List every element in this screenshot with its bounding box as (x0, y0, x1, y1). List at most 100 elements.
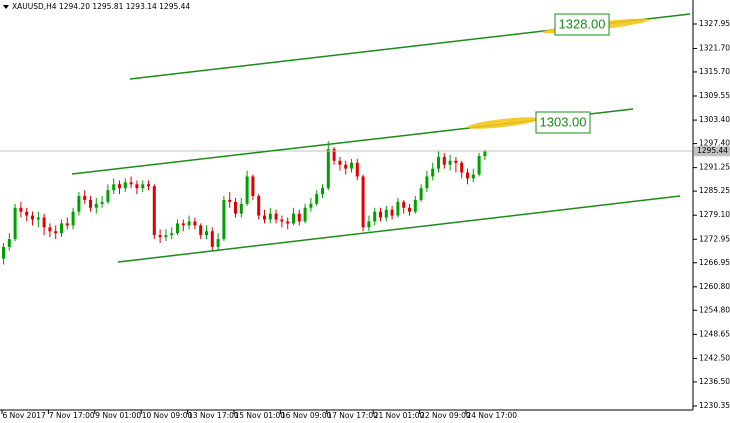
candle-body (326, 149, 330, 189)
channel-line (117, 195, 681, 263)
price-tag (694, 146, 730, 157)
candle-body (361, 176, 365, 228)
x-tick-label: 15 Nov 01:00 (235, 411, 286, 420)
candle-body (338, 160, 342, 165)
candle-body (408, 207, 411, 212)
x-tick-label: 16 Nov 09:00 (281, 411, 332, 420)
candle-body (303, 207, 307, 222)
candle-body (100, 201, 104, 204)
candle-body (205, 231, 208, 236)
x-tick-label: 13 Nov 17:00 (188, 411, 239, 420)
candle-body (135, 184, 139, 189)
candle-body (31, 215, 34, 220)
candle-body (7, 239, 11, 247)
candle-body (396, 201, 400, 216)
candle-body (181, 223, 185, 226)
candle-body (466, 172, 469, 179)
candle-body (390, 209, 394, 216)
y-tick-label: 1321.70 (699, 43, 730, 52)
y-tick-label: 1236.50 (699, 377, 730, 386)
candle-body (106, 190, 110, 202)
candle-body (355, 162, 359, 177)
candle-body (268, 213, 272, 220)
candle-body (147, 184, 150, 187)
candle-body (344, 164, 348, 169)
candle-body (257, 196, 261, 216)
candle-body (297, 213, 301, 222)
candle-body (384, 209, 388, 218)
candle-body (25, 211, 29, 216)
candle-body (176, 223, 179, 234)
menu-arrow[interactable] (3, 5, 9, 9)
candle-body (286, 221, 290, 224)
y-tick-label: 1272.95 (699, 234, 730, 243)
y-tick-label: 1315.70 (699, 67, 730, 76)
candle-body (251, 176, 255, 197)
plot-area (2, 141, 487, 265)
candle-body (419, 188, 423, 200)
y-tick-label: 1297.40 (699, 139, 730, 148)
candle-body (123, 182, 127, 189)
y-tick-label: 1309.55 (699, 91, 730, 100)
target-label: 1328.00 (559, 16, 606, 31)
candle-body (83, 196, 87, 200)
y-tick-label: 1254.80 (699, 305, 730, 314)
candle-body (152, 186, 156, 236)
y-tick-label: 1230.35 (699, 401, 730, 410)
y-tick-label: 1266.95 (699, 258, 730, 267)
y-tick-label: 1303.40 (699, 115, 730, 124)
candle-body (315, 194, 319, 204)
candle-body (425, 176, 429, 189)
candle-body (413, 199, 417, 212)
candle-body (477, 156, 481, 175)
candle-body (42, 217, 46, 228)
candle-body (187, 221, 191, 226)
candle-body (274, 213, 278, 220)
candle-body (437, 156, 440, 169)
y-tick-label: 1291.25 (699, 163, 730, 172)
price-tag-label: 1295.44 (697, 146, 728, 155)
candle-body (483, 151, 487, 157)
candle-body (13, 207, 17, 240)
candle-body (448, 160, 452, 165)
candle-body (77, 196, 81, 212)
candle-body (216, 239, 220, 247)
y-tick-label: 1285.25 (699, 186, 730, 195)
candle-body (454, 160, 458, 163)
candle-body (228, 199, 232, 202)
candle-body (442, 156, 446, 165)
candle-body (193, 221, 197, 226)
candle-body (65, 223, 69, 226)
candle-body (210, 231, 214, 247)
candle-body (2, 246, 5, 259)
candle-body (292, 213, 295, 224)
candle-body (431, 168, 435, 177)
y-tick-label: 1260.80 (699, 282, 730, 291)
candle-body (379, 211, 382, 218)
candle-body (158, 235, 162, 238)
candle-body (309, 203, 313, 208)
candle-body (164, 235, 168, 238)
candle-body (60, 223, 63, 234)
candle-body (112, 184, 116, 191)
candle-body (402, 201, 406, 208)
x-tick-label: 22 Nov 09:00 (420, 411, 471, 420)
candle-body (245, 176, 249, 204)
y-tick-label: 1327.95 (699, 19, 730, 28)
target-box (554, 13, 610, 36)
candle-body (263, 215, 266, 220)
candle-body (129, 182, 133, 185)
candle-body (36, 217, 40, 220)
candle-body (19, 207, 23, 212)
candle-body (350, 162, 353, 169)
candle-body (222, 199, 226, 240)
y-tick-label: 1248.65 (699, 329, 730, 338)
target-label: 1303.00 (540, 114, 587, 129)
candle-body (460, 162, 464, 173)
candle-body (471, 174, 475, 179)
candle-body (54, 231, 58, 234)
candle-body (280, 219, 284, 222)
candle-body (321, 188, 324, 195)
